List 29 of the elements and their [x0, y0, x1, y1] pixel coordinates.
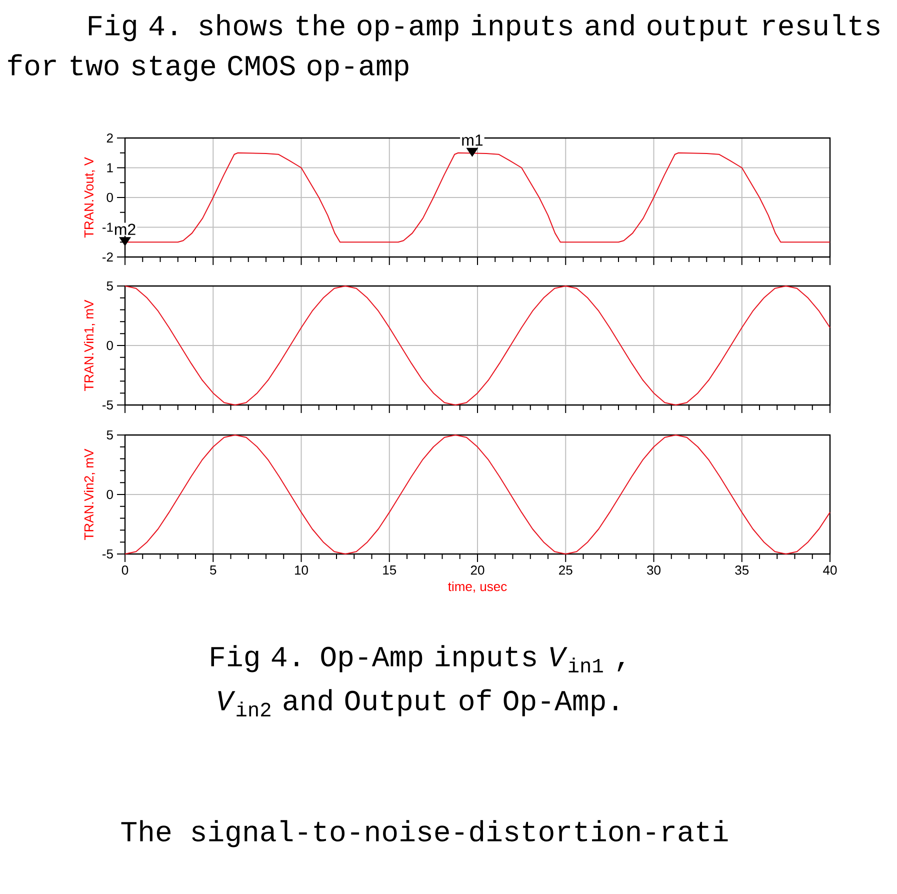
y-tick-label: 0 [106, 192, 113, 202]
annotation: m1 [462, 134, 483, 146]
y-tick-label: -5 [102, 400, 113, 410]
y-tick-label: 5 [106, 430, 113, 440]
x-tick-label: 5 [210, 566, 216, 575]
x-tick-label: 40 [823, 566, 837, 575]
x-tick-label: 10 [295, 566, 308, 575]
text: The signal-to-noise-distortion-rati [121, 820, 728, 848]
y-tick-label: 5 [106, 281, 113, 291]
y-tick-label: 2 [106, 133, 113, 143]
x-tick-label: 25 [559, 566, 572, 575]
y-tick-label: 1 [107, 163, 113, 172]
x-tick-label: 35 [735, 566, 749, 575]
y-axis-title: TRAN.Vin2, mV [84, 448, 96, 540]
x-tick-label: 15 [383, 566, 396, 575]
y-tick-label: 0 [106, 490, 113, 500]
y-tick-label: -5 [102, 549, 113, 559]
x-tick-label: 30 [647, 566, 660, 575]
annotation: m2 [114, 224, 136, 235]
y-tick-label: -1 [102, 222, 113, 232]
y-tick-label: -2 [102, 252, 113, 262]
y-axis-title: TRAN.Vout, V [84, 157, 96, 238]
x-tick-label: 0 [122, 566, 128, 575]
x-axis-title: time, usec [448, 582, 507, 593]
x-tick-label: 20 [470, 566, 484, 575]
y-tick-label: 0 [106, 340, 113, 350]
text: Fig 4. Op-Amp inputs V$_{in1}$ , V$_{in2}$ and Output of Op-Amp. [211, 645, 624, 716]
y-axis-title: TRAN.Vin1, mV [84, 300, 96, 391]
chart-title: Fig 4. shows the op-amp inputs and output results for two stage CMOS op-amp [8, 14, 880, 82]
